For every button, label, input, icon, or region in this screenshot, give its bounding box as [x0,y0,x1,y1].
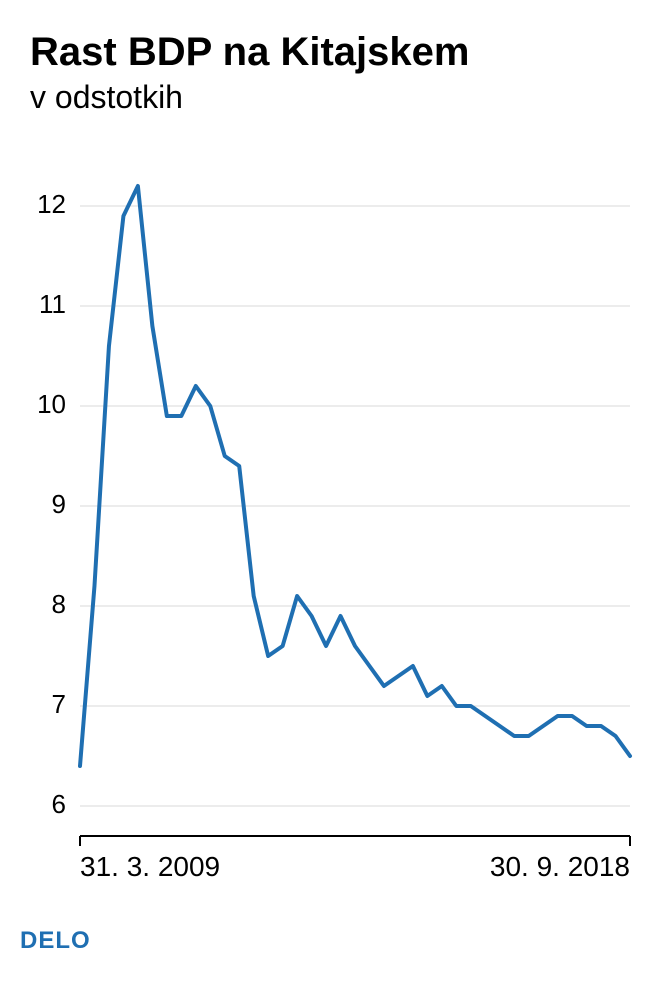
source-label: DELO [20,927,91,955]
x-tick-label: 30. 9. 2018 [490,851,630,882]
y-tick-label: 10 [37,389,66,419]
y-tick-label: 11 [39,289,66,319]
x-tick-label: 31. 3. 2009 [80,851,220,882]
chart-svg: 6 7 8 9 10 11 12 31. 3. 2009 30. 9. 2018 [20,156,640,916]
chart-subtitle: v odstotkih [30,79,640,116]
y-tick-label: 9 [52,489,66,519]
y-tick-label: 6 [52,789,66,819]
chart-title: Rast BDP na Kitajskem [30,30,640,75]
y-tick-label: 12 [37,189,66,219]
line-chart: 6 7 8 9 10 11 12 31. 3. 2009 30. 9. 2018 [20,156,640,916]
gdp-line [80,186,630,766]
y-tick-label: 8 [52,589,66,619]
y-tick-label: 7 [52,689,66,719]
